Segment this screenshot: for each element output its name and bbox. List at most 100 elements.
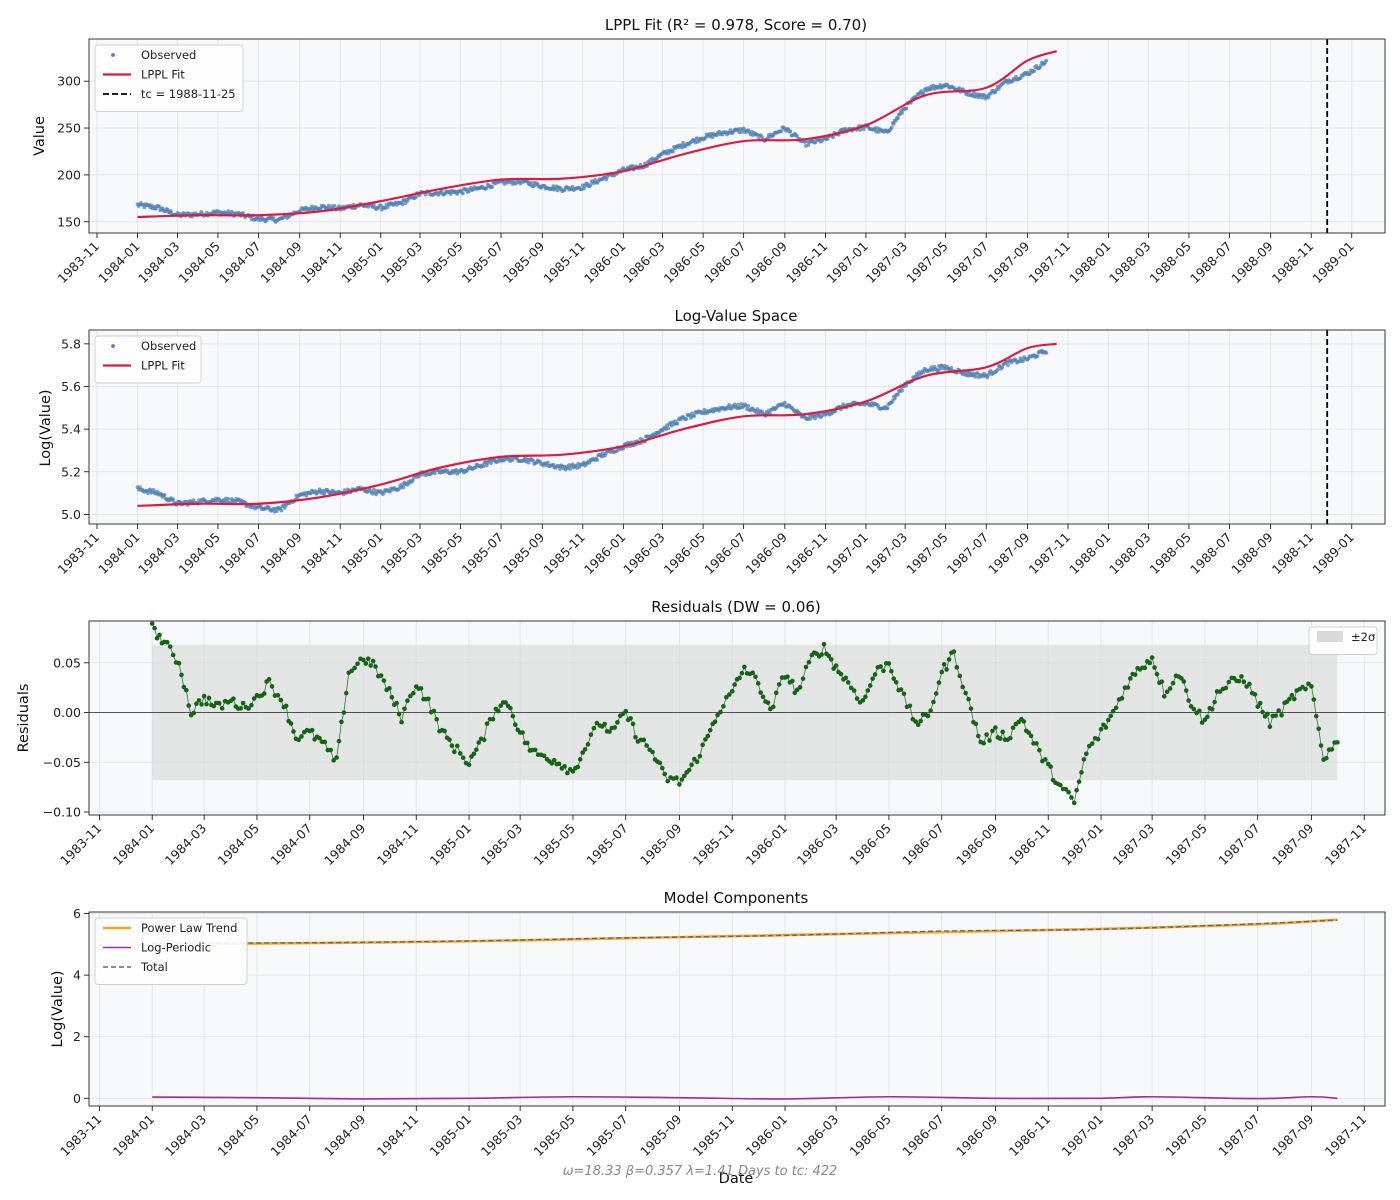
residual-point [261,691,267,696]
residual-point [551,757,557,763]
residuals-legend-marker-band [1317,631,1343,642]
lppl-fit-observed-point [986,95,991,100]
residual-point [336,738,342,744]
residual-point [960,684,965,690]
residual-point [157,632,162,638]
residual-point [1154,671,1160,677]
lppl-fit-title: LPPL Fit (R² = 0.978, Score = 0.70) [605,16,867,34]
residual-point [520,730,525,735]
lppl-fit-observed-point [858,128,863,132]
log-value-ytick-label: 5.2 [61,464,81,479]
residual-point [389,694,395,700]
lppl-fit-observed-point [371,203,376,207]
residual-point [946,657,952,662]
residual-point [405,698,410,703]
log-value-title: Log-Value Space [675,307,798,325]
residual-point [246,706,251,711]
residual-point [1106,717,1111,723]
residual-point [838,671,844,677]
residual-point [1000,729,1005,735]
residual-point [954,665,960,670]
residual-point [1152,665,1157,670]
log-value-observed-point [558,467,562,471]
residual-point [870,676,875,681]
residual-point [549,761,555,766]
residual-point [984,732,989,737]
residual-point [990,728,995,734]
residual-point [1058,782,1063,788]
residual-point [1021,719,1027,724]
lppl-fit-observed-point [528,180,533,185]
lppl-fit-observed-point [900,111,904,115]
residual-point [1191,706,1197,712]
log-value-observed-point [675,421,680,426]
residual-point [828,657,834,662]
residual-point [1079,770,1084,775]
residual-point [966,696,971,702]
residual-point [278,697,284,703]
lppl-fit-ytick-label: 300 [57,74,81,89]
residual-point [349,668,354,674]
lppl-fit-observed-point [788,129,793,134]
residual-point [580,750,585,755]
log-value-observed-point [274,509,279,514]
residual-point [657,760,663,766]
log-value-observed-point [684,417,689,421]
residual-point [1074,787,1079,793]
residual-point [240,700,246,706]
log-value-observed-point [568,467,573,471]
residual-point [915,722,921,728]
residual-point [577,757,583,762]
residual-point [790,678,795,684]
residual-point [431,708,437,714]
lppl-fit-ytick-label: 200 [57,167,81,182]
log-value-observed-point [417,474,421,479]
residual-point [1247,681,1252,687]
residual-point [1316,726,1321,732]
residual-point [821,641,827,647]
residual-point [426,696,431,702]
residual-point [826,653,832,659]
residual-point [973,721,979,727]
residual-point [612,725,617,730]
residual-point [541,753,547,759]
residual-point [361,657,366,663]
residual-point [322,739,328,745]
log-value-observed-point [885,406,890,411]
residual-point [630,721,636,727]
residual-point [291,729,296,734]
residual-point [1329,747,1335,752]
residual-point [490,716,496,722]
log-value-legend: Observed LPPL Fit [94,335,202,384]
log-value-observed-point [938,366,943,371]
residual-point [773,690,779,696]
residual-point [898,687,904,692]
residual-point [334,755,339,760]
components-ylabel: Log(Value) [50,970,66,1047]
residual-point [249,702,254,708]
residual-point [918,718,923,724]
log-value-observed-point [1035,354,1040,359]
lppl-fit-legend-marker-observed [111,53,115,57]
residual-point [1309,684,1314,689]
lppl-fit-plot-area [89,39,1385,233]
residual-point [700,742,705,748]
residual-point [721,703,726,709]
residual-point [170,652,176,658]
log-value-ytick-label: 5.6 [61,379,81,394]
residual-point [1170,680,1176,686]
residual-point [196,698,202,703]
residual-point [199,702,204,707]
log-value-observed-point [727,403,732,407]
residual-point [503,700,508,705]
residual-point [760,694,766,700]
residual-point [737,675,742,681]
residuals-title: Residuals (DW = 0.06) [651,598,821,616]
residual-point [623,708,629,714]
residual-point [724,694,729,700]
residual-point [1199,720,1205,725]
residual-point [739,670,745,676]
lppl-fit-observed-point [413,195,418,199]
residual-point [765,700,771,705]
lppl-fit-observed-point [157,204,162,209]
